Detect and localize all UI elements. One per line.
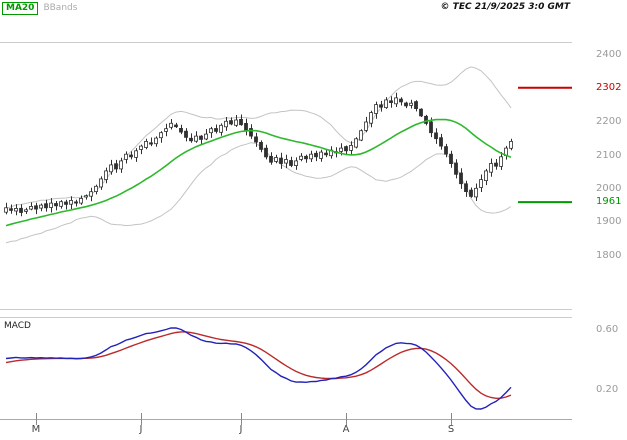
bollinger-lower-band bbox=[5, 142, 512, 244]
month-label-m: M bbox=[31, 424, 41, 435]
month-label-s: S bbox=[447, 424, 455, 435]
copyright-text: © TEC 21/9/2025 3:0 GMT bbox=[440, 2, 570, 12]
macd-line bbox=[5, 327, 512, 410]
price-axis-label-2400: 2400 bbox=[596, 49, 622, 60]
ma20-line bbox=[5, 118, 512, 227]
month-label-j1: J bbox=[139, 424, 143, 435]
price-axis-label-2100: 2100 bbox=[596, 150, 622, 161]
price-panel bbox=[4, 66, 513, 244]
month-label-a: A bbox=[342, 424, 350, 435]
macd-axis-label-high: 0.60 bbox=[596, 324, 619, 335]
support-level-label: 1961 bbox=[596, 196, 622, 207]
month-ticks bbox=[36, 413, 452, 425]
ma20-legend-label: MA20 bbox=[2, 1, 39, 15]
price-axis-label-1900: 1900 bbox=[596, 216, 622, 227]
indicator-legend: MA20 BBands bbox=[2, 1, 77, 15]
price-axis-label-1800: 1800 bbox=[596, 250, 622, 261]
price-axis-label-2200: 2200 bbox=[596, 116, 622, 127]
macd-axis-label-low: 0.20 bbox=[596, 384, 619, 395]
bbands-legend-label: BBands bbox=[43, 3, 78, 13]
macd-signal-line bbox=[5, 331, 512, 400]
candle-series bbox=[4, 92, 513, 217]
macd-panel-label: MACD bbox=[4, 321, 31, 331]
macd-panel bbox=[5, 327, 512, 410]
price-axis-label-2000: 2000 bbox=[596, 183, 622, 194]
month-label-j2: J bbox=[239, 424, 243, 435]
panel-borders bbox=[0, 42, 572, 420]
resistance-level-label: 2302 bbox=[596, 82, 622, 93]
